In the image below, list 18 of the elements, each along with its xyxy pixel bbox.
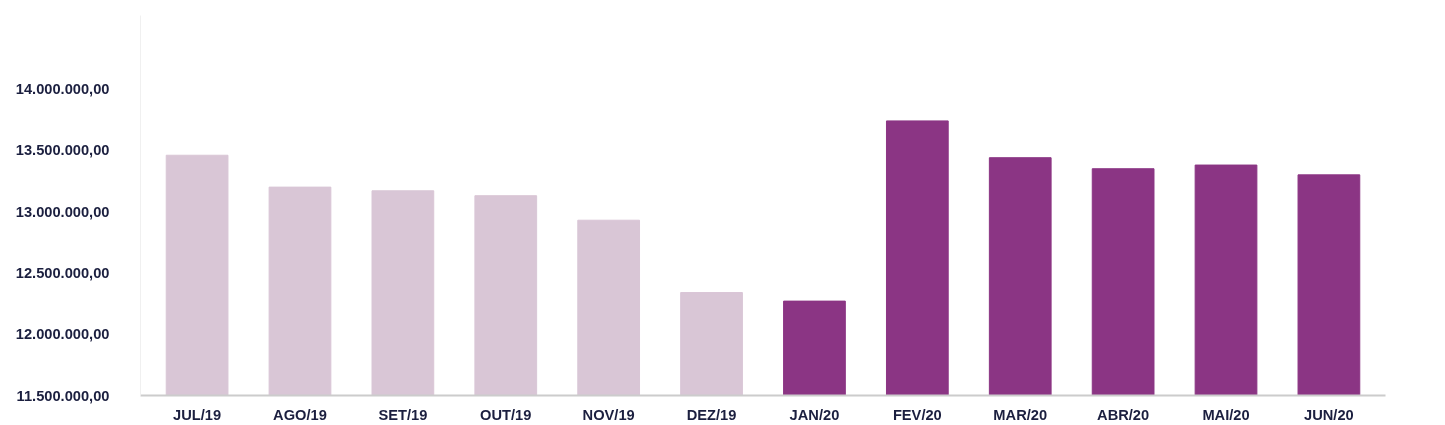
y-tick-label: 12.500.000,00 — [15, 264, 110, 281]
x-tick-label: JAN/20 — [789, 406, 840, 423]
x-tick-label: MAR/20 — [993, 406, 1048, 423]
y-tick-label: 14.000.000,00 — [15, 81, 110, 98]
x-tick-label: FEV/20 — [892, 406, 942, 423]
y-tick-label: 13.500.000,00 — [15, 142, 110, 159]
y-tick-label: 11.500.000,00 — [16, 387, 110, 404]
y-tick-label: 13.000.000,00 — [15, 203, 110, 220]
x-tick-label: JUN/20 — [1304, 406, 1354, 423]
x-tick-label: AGO/19 — [273, 406, 327, 423]
x-tick-label: JUL/19 — [173, 406, 222, 423]
x-tick-label: SET/19 — [378, 406, 428, 423]
x-tick-label: MAI/20 — [1202, 406, 1250, 423]
x-tick-label: DEZ/19 — [686, 406, 737, 423]
x-tick-label: ABR/20 — [1097, 406, 1150, 423]
x-tick-label: OUT/19 — [480, 406, 532, 423]
y-tick-label: 12.000.000,00 — [15, 326, 110, 343]
x-tick-label: NOV/19 — [582, 406, 635, 423]
